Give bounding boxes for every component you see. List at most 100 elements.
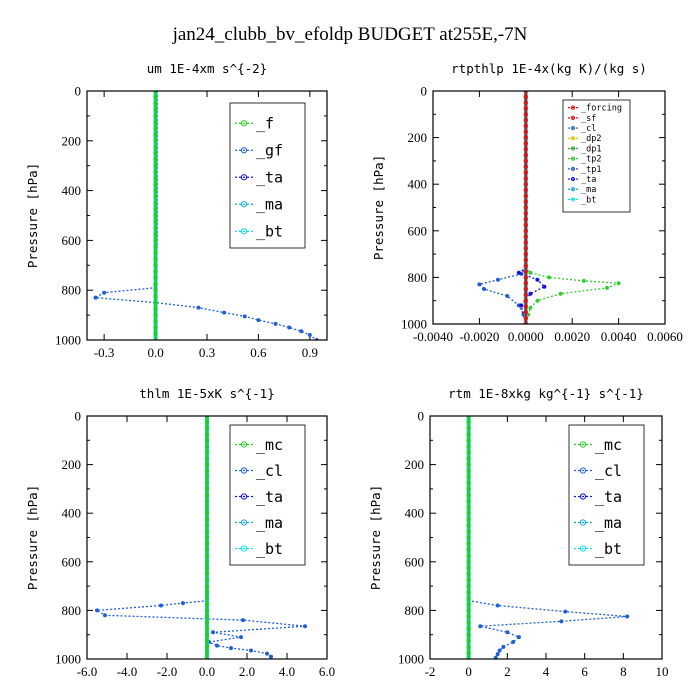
data-point-mc (466, 650, 471, 656)
legend-label: _gf (256, 142, 283, 160)
legend-box (568, 424, 645, 566)
data-point-forcing (523, 193, 528, 199)
data-point-mc (204, 608, 210, 613)
legend-marker (579, 467, 587, 474)
data-point-cl (495, 652, 500, 657)
data-point-f (153, 256, 158, 262)
legend-marker (570, 115, 576, 120)
y-axis-label: Pressure [hPa] (371, 155, 386, 260)
data-point-forcing (523, 240, 528, 245)
y-tick-label: 1000 (55, 333, 81, 348)
legend-label: _tp2 (581, 155, 601, 165)
data-point-mc (466, 644, 471, 650)
data-point-forcing (523, 257, 528, 263)
x-tick-label: 4.0 (279, 664, 295, 679)
data-point-forcing (523, 199, 528, 204)
data-point-forcing (523, 176, 528, 181)
data-point-mc (466, 432, 471, 437)
data-point-f (153, 91, 158, 94)
data-point-f (153, 175, 158, 181)
data-point-f (153, 182, 158, 187)
legend-marker (240, 228, 248, 235)
data-point-forcing (523, 152, 528, 158)
data-point-forcing (523, 246, 528, 251)
legend-label: _forcing (581, 104, 622, 114)
data-point-f (153, 132, 158, 137)
data-point-cl (95, 608, 99, 613)
data-point-mc (466, 626, 471, 631)
data-point-gf (299, 329, 304, 334)
data-point-forcing (523, 281, 528, 286)
x-tick-label: 0.0040 (601, 329, 637, 344)
data-point-mc (204, 456, 210, 461)
y-tick-label: 400 (405, 506, 425, 521)
data-point-forcing (523, 123, 528, 129)
y-tick-label: 0 (418, 409, 425, 424)
data-point-f (153, 250, 158, 256)
y-tick-label: 400 (408, 177, 428, 192)
y-tick-label: 0 (421, 84, 428, 99)
data-point-f (153, 151, 158, 156)
chart-panel-3: thlm 1E-5xK s^{-1} Pressure [hPa] 0 200 400 6… (25, 386, 335, 679)
data-point-f (153, 194, 158, 200)
data-point-mc (204, 553, 210, 558)
data-point-f (153, 188, 158, 193)
legend-box (229, 424, 306, 566)
legend-marker (570, 156, 576, 161)
panel-title: rtpthlp 1E-4x(kg K)/(kg s) (451, 61, 647, 76)
data-point-mc (204, 589, 210, 595)
data-point-f (153, 231, 158, 237)
data-point-cl (211, 630, 215, 635)
data-point-f (153, 157, 158, 162)
data-point-mc (466, 571, 471, 577)
x-tick-label: 6.0 (319, 664, 335, 679)
data-point-f (153, 312, 158, 318)
data-point-mc (204, 432, 210, 437)
data-point-mc (204, 583, 210, 589)
data-point-tp2 (528, 305, 533, 310)
axes-frame (432, 90, 666, 325)
legend: _mc _cl _ta _ma _bt (229, 424, 306, 566)
data-point-forcing (523, 170, 528, 175)
data-point-cl (229, 646, 233, 651)
x-tick-label: 8 (620, 664, 627, 679)
data-point-f (153, 325, 158, 330)
x-tick-label: 4 (543, 664, 550, 679)
data-point-mc (466, 596, 471, 601)
x-tick-label: 0.9 (302, 345, 318, 360)
data-point-f (153, 331, 158, 336)
x-tick-label: 0.6 (250, 345, 267, 360)
x-tick-label: 0.0060 (647, 329, 683, 344)
legend-label: _mc (595, 436, 622, 454)
data-point-f (153, 306, 158, 312)
legend-marker (240, 467, 248, 474)
data-point-mc (204, 511, 210, 516)
data-point-mc (466, 486, 471, 492)
data-point-tp1 (505, 294, 510, 299)
data-point-forcing (523, 112, 528, 117)
panel-title: um 1E-4xm s^{-2} (147, 61, 267, 76)
data-point-f (153, 219, 158, 224)
data-point-mc (204, 541, 210, 546)
x-tick-label: 0.0 (147, 345, 163, 360)
data-point-mc (204, 614, 210, 619)
x-tick-label: -0.0020 (459, 329, 499, 344)
legend-label: _ta (256, 488, 283, 506)
data-point-gf (196, 305, 201, 310)
data-point-f (153, 107, 158, 112)
data-point-mc (204, 462, 210, 467)
data-point-cl (493, 655, 498, 659)
data-point-mc (204, 486, 210, 492)
data-point-tp2 (605, 285, 609, 290)
data-point-mc (466, 474, 471, 479)
legend-label: _cl (581, 124, 596, 134)
legend-marker (570, 166, 576, 171)
data-point-mc (466, 511, 471, 516)
data-point-mc (204, 535, 210, 540)
legend-label: _cl (595, 462, 622, 480)
data-point-mc (466, 547, 471, 552)
data-point-cl (478, 624, 483, 629)
y-tick-label: 600 (62, 554, 82, 569)
data-point-mc (204, 517, 210, 522)
